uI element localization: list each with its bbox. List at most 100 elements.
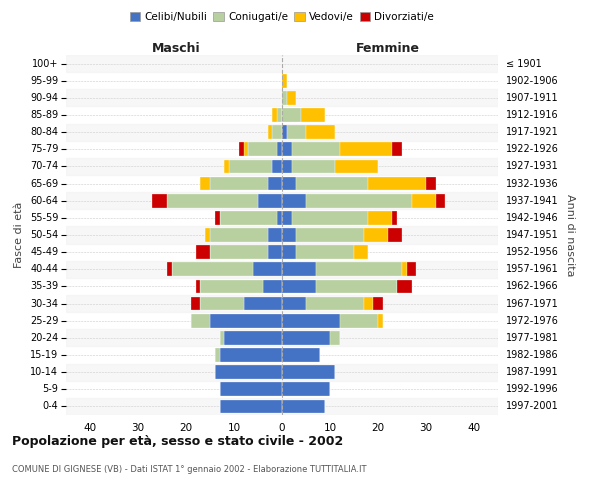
- Bar: [378, 314, 383, 328]
- Bar: [306, 296, 364, 310]
- Bar: [268, 126, 272, 139]
- Bar: [239, 142, 244, 156]
- Bar: [220, 382, 282, 396]
- Bar: [282, 400, 325, 413]
- Bar: [282, 126, 287, 139]
- Bar: [66, 330, 498, 346]
- Bar: [282, 246, 296, 259]
- Bar: [364, 228, 388, 242]
- Bar: [316, 280, 397, 293]
- Bar: [282, 142, 292, 156]
- Bar: [215, 348, 220, 362]
- Bar: [282, 194, 306, 207]
- Bar: [191, 314, 210, 328]
- Bar: [287, 126, 306, 139]
- Bar: [272, 160, 282, 173]
- Bar: [200, 296, 244, 310]
- Bar: [282, 176, 296, 190]
- Bar: [210, 176, 268, 190]
- Bar: [388, 228, 402, 242]
- Bar: [407, 262, 416, 276]
- Bar: [277, 211, 282, 224]
- Bar: [66, 260, 498, 278]
- Bar: [373, 296, 383, 310]
- Bar: [282, 314, 340, 328]
- Bar: [244, 142, 248, 156]
- Bar: [282, 91, 287, 104]
- Bar: [167, 262, 172, 276]
- Bar: [287, 91, 296, 104]
- Bar: [316, 262, 402, 276]
- Bar: [368, 176, 426, 190]
- Bar: [335, 160, 378, 173]
- Bar: [191, 296, 200, 310]
- Bar: [292, 211, 368, 224]
- Bar: [364, 296, 373, 310]
- Bar: [224, 331, 282, 344]
- Bar: [220, 211, 277, 224]
- Bar: [426, 176, 436, 190]
- Bar: [296, 176, 368, 190]
- Bar: [258, 194, 282, 207]
- Bar: [268, 246, 282, 259]
- Bar: [268, 228, 282, 242]
- Bar: [282, 382, 330, 396]
- Bar: [330, 331, 340, 344]
- Bar: [210, 228, 268, 242]
- Bar: [66, 158, 498, 175]
- Bar: [263, 280, 282, 293]
- Bar: [277, 142, 282, 156]
- Bar: [66, 124, 498, 140]
- Bar: [292, 160, 335, 173]
- Bar: [272, 108, 277, 122]
- Bar: [402, 262, 407, 276]
- Text: COMUNE DI GIGNESE (VB) - Dati ISTAT 1° gennaio 2002 - Elaborazione TUTTITALIA.IT: COMUNE DI GIGNESE (VB) - Dati ISTAT 1° g…: [12, 465, 367, 474]
- Bar: [244, 296, 282, 310]
- Bar: [282, 366, 335, 379]
- Bar: [436, 194, 445, 207]
- Text: Maschi: Maschi: [152, 42, 201, 55]
- Y-axis label: Anni di nascita: Anni di nascita: [565, 194, 575, 276]
- Bar: [272, 126, 282, 139]
- Bar: [412, 194, 436, 207]
- Bar: [277, 108, 282, 122]
- Bar: [340, 314, 378, 328]
- Bar: [205, 228, 210, 242]
- Bar: [306, 126, 335, 139]
- Bar: [306, 194, 412, 207]
- Bar: [200, 176, 210, 190]
- Bar: [268, 176, 282, 190]
- Bar: [292, 142, 340, 156]
- Bar: [282, 296, 306, 310]
- Bar: [282, 280, 316, 293]
- Bar: [282, 160, 292, 173]
- Bar: [66, 90, 498, 106]
- Bar: [66, 55, 498, 72]
- Bar: [66, 364, 498, 380]
- Bar: [397, 280, 412, 293]
- Bar: [392, 211, 397, 224]
- Bar: [282, 228, 296, 242]
- Bar: [224, 160, 229, 173]
- Bar: [282, 331, 330, 344]
- Bar: [296, 246, 354, 259]
- Legend: Celibi/Nubili, Coniugati/e, Vedovi/e, Divorziati/e: Celibi/Nubili, Coniugati/e, Vedovi/e, Di…: [125, 8, 439, 26]
- Bar: [282, 348, 320, 362]
- Bar: [354, 246, 368, 259]
- Bar: [215, 211, 220, 224]
- Bar: [172, 262, 253, 276]
- Bar: [282, 262, 316, 276]
- Bar: [66, 192, 498, 210]
- Bar: [210, 246, 268, 259]
- Bar: [167, 194, 258, 207]
- Bar: [220, 400, 282, 413]
- Bar: [248, 142, 277, 156]
- Bar: [200, 280, 263, 293]
- Text: Femmine: Femmine: [356, 42, 419, 55]
- Bar: [196, 246, 210, 259]
- Bar: [340, 142, 392, 156]
- Y-axis label: Fasce di età: Fasce di età: [14, 202, 25, 268]
- Bar: [220, 331, 224, 344]
- Text: Popolazione per età, sesso e stato civile - 2002: Popolazione per età, sesso e stato civil…: [12, 435, 343, 448]
- Bar: [392, 142, 402, 156]
